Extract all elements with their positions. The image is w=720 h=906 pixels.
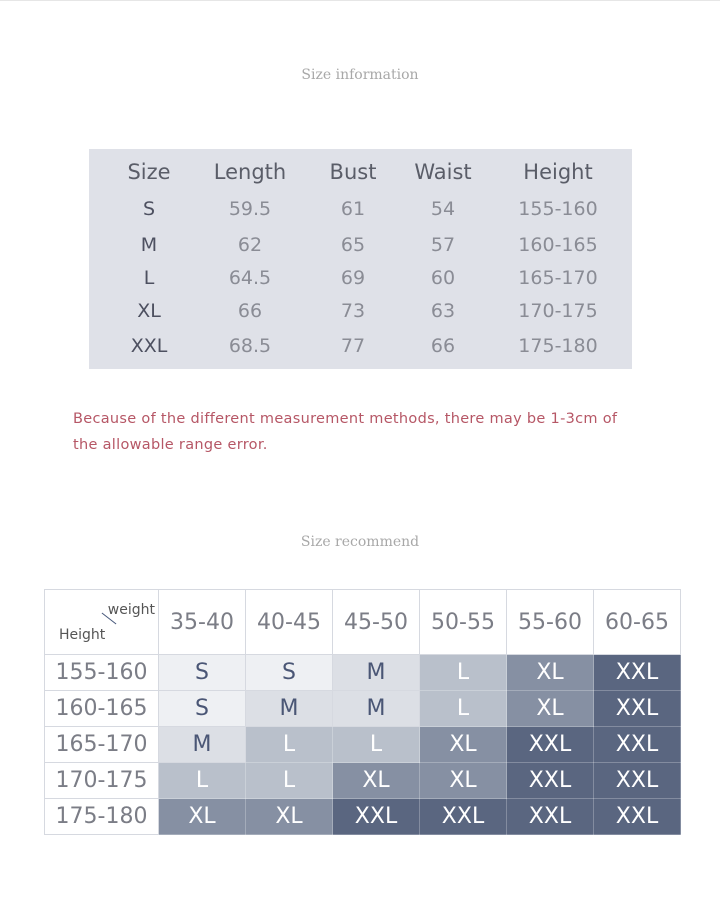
size-cell: M: [158, 726, 246, 763]
size-cell: S: [245, 654, 333, 691]
size-cell: L: [419, 654, 507, 691]
height-cell: 165-170: [44, 726, 159, 763]
size-cell: XXL: [332, 798, 420, 835]
value-cell: 63: [430, 300, 456, 322]
size-cell: M: [332, 690, 420, 727]
table-row: 155-160 S S M L XL XXL: [44, 654, 681, 691]
corner-cell: weight Height: [44, 589, 159, 655]
size-information-title: Size information: [301, 67, 419, 83]
size-cell: XL: [137, 300, 161, 322]
size-cell: XXL: [419, 798, 507, 835]
measurement-note: Because of the different measurement met…: [73, 411, 618, 453]
size-cell: XXL: [506, 798, 594, 835]
top-divider: [0, 0, 720, 1]
size-cell: XL: [506, 654, 594, 691]
weight-label: weight: [107, 602, 155, 618]
value-cell: 160-165: [518, 234, 598, 256]
table-row: 175-180 XL XL XXL XXL XXL XXL: [44, 798, 681, 835]
size-cell: XL: [158, 798, 246, 835]
size-cell: XXL: [506, 726, 594, 763]
weight-header: 60-65: [593, 589, 681, 655]
size-cell: XL: [419, 726, 507, 763]
weight-header: 40-45: [245, 589, 333, 655]
size-cell: XXL: [593, 654, 681, 691]
value-cell: 73: [340, 300, 366, 322]
value-cell: 59.5: [228, 198, 272, 220]
value-cell: 57: [430, 234, 456, 256]
value-cell: 66: [430, 335, 456, 357]
size-cell: L: [245, 726, 333, 763]
table-row: 160-165 S M M L XL XXL: [44, 690, 681, 727]
column-header: Length: [213, 160, 287, 184]
size-cell: L: [143, 267, 155, 289]
size-cell: S: [158, 690, 246, 727]
table-row: 165-170 M L L XL XXL XXL: [44, 726, 681, 763]
size-cell: XXL: [593, 762, 681, 799]
column-header: Height: [523, 160, 593, 184]
size-cell: XL: [245, 798, 333, 835]
weight-header: 55-60: [506, 589, 594, 655]
size-cell: S: [142, 198, 156, 220]
value-cell: 175-180: [518, 335, 598, 357]
value-cell: 165-170: [518, 267, 598, 289]
size-cell: XXL: [593, 690, 681, 727]
value-cell: 68.5: [228, 335, 272, 357]
value-cell: 155-160: [518, 198, 598, 220]
column-header: Waist: [414, 160, 472, 184]
value-cell: 65: [340, 234, 366, 256]
value-cell: 66: [237, 300, 263, 322]
size-cell: XL: [506, 690, 594, 727]
height-cell: 155-160: [44, 654, 159, 691]
value-cell: 61: [340, 198, 366, 220]
size-cell: L: [332, 726, 420, 763]
weight-header: 35-40: [158, 589, 246, 655]
size-cell: S: [158, 654, 246, 691]
size-cell: L: [158, 762, 246, 799]
size-recommend-title: Size recommend: [300, 534, 420, 550]
size-cell: XXL: [593, 798, 681, 835]
value-cell: 62: [237, 234, 263, 256]
value-cell: 77: [340, 335, 366, 357]
height-cell: 170-175: [44, 762, 159, 799]
size-cell: XL: [419, 762, 507, 799]
weight-header: 45-50: [332, 589, 420, 655]
height-cell: 160-165: [44, 690, 159, 727]
value-cell: 60: [430, 267, 456, 289]
size-information-table: Size Length Bust Waist Height S 59.5 61 54 155-16…: [89, 149, 632, 369]
value-cell: 64.5: [228, 267, 272, 289]
size-cell: XL: [332, 762, 420, 799]
value-cell: 69: [340, 267, 366, 289]
column-header: Bust: [329, 160, 377, 184]
size-cell: XXL: [130, 335, 168, 357]
value-cell: 54: [430, 198, 456, 220]
value-cell: 170-175: [518, 300, 598, 322]
size-cell: M: [140, 234, 158, 256]
height-label: Height: [59, 627, 106, 643]
table-row: 170-175 L L XL XL XXL XXL: [44, 762, 681, 799]
size-cell: L: [419, 690, 507, 727]
size-cell: L: [245, 762, 333, 799]
size-cell: XXL: [593, 726, 681, 763]
height-cell: 175-180: [44, 798, 159, 835]
size-cell: M: [332, 654, 420, 691]
size-cell: M: [245, 690, 333, 727]
weight-header: 50-55: [419, 589, 507, 655]
size-cell: XXL: [506, 762, 594, 799]
size-recommend-table: weight Height 35-40 40-45 45-50 50-55 55-60 6…: [44, 589, 681, 835]
column-header: Size: [127, 160, 171, 184]
